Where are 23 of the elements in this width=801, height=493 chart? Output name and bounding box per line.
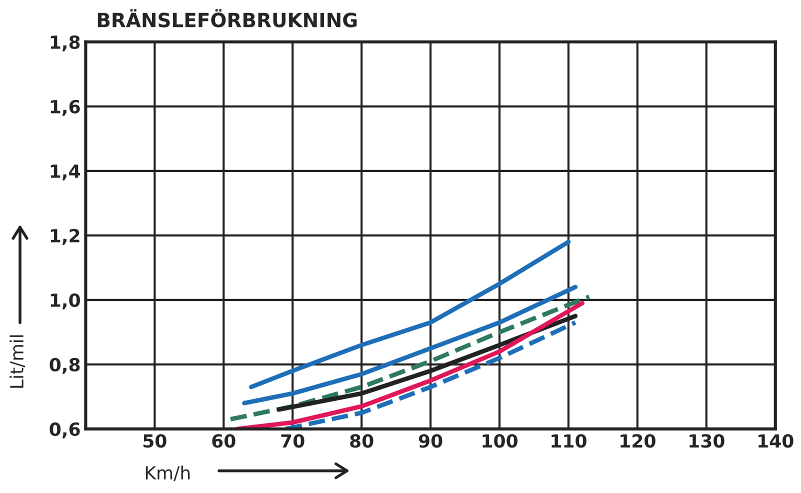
y-tick-label: 1,2 — [50, 228, 80, 245]
y-tick-label: 1,0 — [50, 293, 80, 310]
x-tick-label: 140 — [758, 434, 794, 448]
line-series — [283, 320, 578, 429]
x-tick-label: 120 — [620, 434, 656, 448]
line-series — [242, 284, 578, 406]
y-tick-label: 0,6 — [50, 422, 80, 438]
y-axis-title: Lit/mil — [10, 335, 26, 388]
x-axis-title: Km/h — [146, 466, 190, 482]
x-tick-label: 60 — [212, 434, 236, 448]
line-series — [249, 240, 571, 390]
y-tick-label: 1,6 — [50, 100, 80, 116]
x-tick-label: 110 — [552, 434, 586, 448]
chart-title: BRÄNSLEFÖRBRUKNING — [98, 9, 357, 28]
y-tick-label: 1,4 — [50, 164, 80, 180]
x-tick-label: 90 — [418, 434, 442, 448]
y-tick-label: 1,8 — [50, 35, 80, 52]
x-tick-label: 100 — [482, 434, 518, 448]
x-tick-label: 70 — [281, 434, 304, 448]
x-tick-label: 50 — [144, 434, 166, 448]
y-tick-label: 0,8 — [50, 358, 80, 374]
x-tick-label: 130 — [690, 434, 724, 448]
x-tick-label: 80 — [350, 434, 374, 448]
